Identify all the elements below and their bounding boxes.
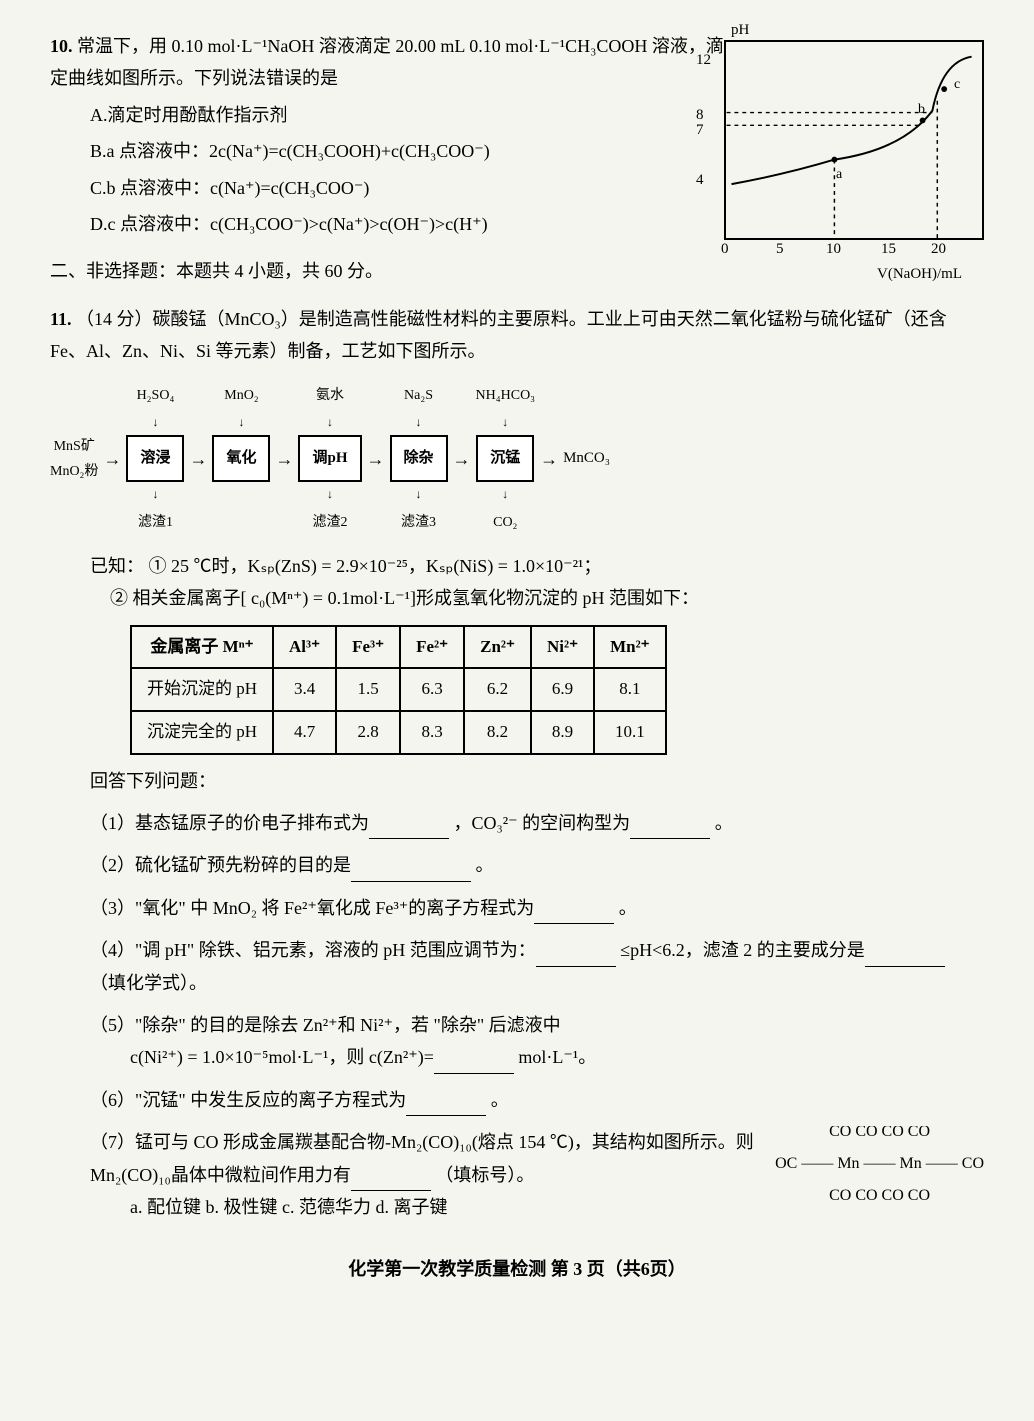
chart-xtick-10: 10 xyxy=(826,236,841,263)
q10-number: 10. xyxy=(50,36,73,56)
chart-point-c: c xyxy=(954,72,960,97)
flow-box-2: 氧化 xyxy=(212,435,270,482)
titration-chart: pH 12 8 7 4 a b c 0 5 10 15 20 V(NaO xyxy=(724,40,984,240)
sub-q-7: CO CO CO CO OC —— Mn —— Mn —— CO CO CO C… xyxy=(50,1126,984,1223)
flow-output: MnCO₃ xyxy=(563,445,610,472)
q10-stem: 常温下，用 0.10 mol·L⁻¹NaOH 溶液滴定 20.00 mL 0.1… xyxy=(50,36,724,88)
chart-xtick-0: 0 xyxy=(721,236,729,263)
sub-q-6: （6）"沉锰" 中发生反应的离子方程式为 。 xyxy=(50,1084,984,1116)
page-footer: 化学第一次教学质量检测 第 3 页（共6页） xyxy=(50,1253,984,1285)
q10-option-a: A.滴定时用酚酞作指示剂 xyxy=(50,99,730,131)
arrow-icon: → xyxy=(540,443,558,475)
chart-ytick-4: 4 xyxy=(696,167,704,194)
arrow-icon: → xyxy=(103,443,121,475)
chart-ytick-12: 12 xyxy=(696,47,711,74)
q11-number: 11. xyxy=(50,309,72,329)
answer-label: 回答下列问题： xyxy=(50,765,984,797)
arrow-icon: → xyxy=(275,443,293,475)
chart-xtick-15: 15 xyxy=(881,236,896,263)
chart-curve xyxy=(726,42,982,238)
arrow-icon: → xyxy=(189,443,207,475)
process-flowchart: MnS矿 MnO₂粉 → H₂SO₄ ↓ 溶浸 ↓ 滤渣1 → MnO₂ ↓ 氧… xyxy=(50,383,984,536)
known-2: ② 相关金属离子[ c₀(Mⁿ⁺) = 0.1mol·L⁻¹]形成氢氧化物沉淀的… xyxy=(50,582,984,614)
chart-point-b: b xyxy=(918,97,925,122)
question-11: 11. （14 分）碳酸锰（MnCO₃）是制造高性能磁性材料的主要原料。工业上可… xyxy=(50,303,984,1224)
flow-box-3: 调pH xyxy=(298,435,361,482)
flow-box-1: 溶浸 xyxy=(126,435,184,482)
known-label: 已知： xyxy=(90,556,144,576)
chart-ytick-7: 7 xyxy=(696,117,704,144)
arrow-icon: → xyxy=(453,443,471,475)
sub-q-3: （3）"氧化" 中 MnO₂ 将 Fe²⁺氧化成 Fe³⁺的离子方程式为 。 xyxy=(50,892,984,924)
section-2-title: 二、非选择题：本题共 4 小题，共 60 分。 xyxy=(50,255,984,287)
q10-option-b: B.a 点溶液中：2c(Na⁺)=c(CH₃COOH)+c(CH₃COO⁻) xyxy=(50,135,730,167)
q11-stem: （14 分）碳酸锰（MnCO₃）是制造高性能磁性材料的主要原料。工业上可由天然二… xyxy=(50,309,947,361)
q10-option-d: D.c 点溶液中：c(CH₃COO⁻)>c(Na⁺)>c(OH⁻)>c(H⁺) xyxy=(50,208,730,240)
sub-q-2: （2）硫化锰矿预先粉碎的目的是 。 xyxy=(50,849,984,881)
chart-point-a: a xyxy=(836,162,842,187)
sub-q-4: （4）"调 pH" 除铁、铝元素，溶液的 pH 范围应调节为： ≤pH<6.2，… xyxy=(50,934,984,999)
sub-q-1: （1）基态锰原子的价电子排布式为 ，CO₃²⁻ 的空间构型为 。 xyxy=(50,807,984,839)
mn-structure-diagram: CO CO CO CO OC —— Mn —— Mn —— CO CO CO C… xyxy=(775,1126,984,1212)
flow-input: MnS矿 MnO₂粉 xyxy=(50,434,98,484)
question-10: pH 12 8 7 4 a b c 0 5 10 15 20 V(NaO xyxy=(50,30,984,240)
known-1: ① 25 ℃时，Kₛₚ(ZnS) = 2.9×10⁻²⁵，Kₛₚ(NiS) = … xyxy=(149,556,602,576)
chart-xtick-20: 20 xyxy=(931,236,946,263)
arrow-icon: → xyxy=(367,443,385,475)
flow-box-4: 除杂 xyxy=(390,435,448,482)
sub-q-5: （5）"除杂" 的目的是除去 Zn²⁺和 Ni²⁺，若 "除杂" 后滤液中 c(… xyxy=(50,1009,984,1074)
chart-x-title: V(NaOH)/mL xyxy=(877,261,962,288)
chart-xtick-5: 5 xyxy=(776,236,784,263)
ph-table: 金属离子 Mⁿ⁺ Al³⁺ Fe³⁺ Fe²⁺ Zn²⁺ Ni²⁺ Mn²⁺ 开… xyxy=(130,625,667,755)
chart-y-title: pH xyxy=(731,17,749,44)
flow-box-5: 沉锰 xyxy=(476,435,534,482)
q10-option-c: C.b 点溶液中：c(Na⁺)=c(CH₃COO⁻) xyxy=(50,172,730,204)
